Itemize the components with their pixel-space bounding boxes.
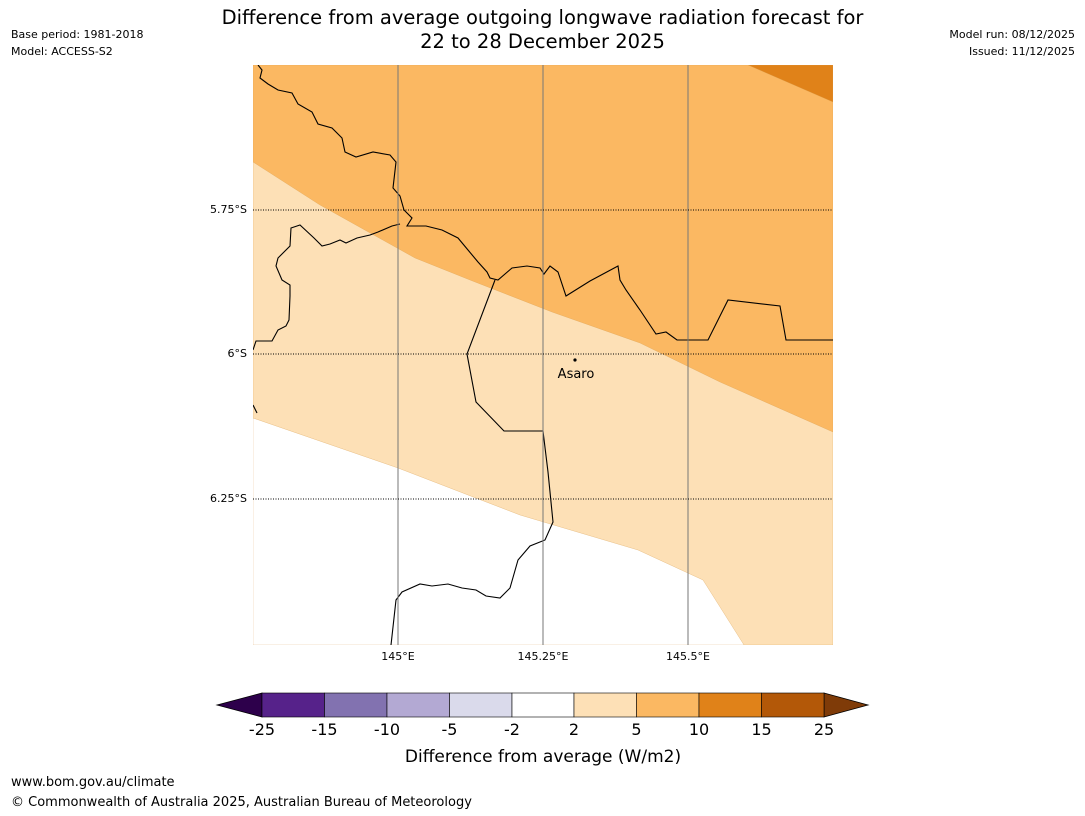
band-10-to-15: [747, 65, 833, 103]
colorbar-segment: [761, 692, 825, 718]
border-stub: [253, 404, 258, 414]
colorbar-tick-label: 25: [814, 720, 834, 739]
lon-label-1455: 145.5°E: [666, 650, 710, 663]
lat-label-6: 6°S: [228, 347, 247, 360]
colorbar-segment: [386, 692, 450, 718]
meta-left: Base period: 1981-2018 Model: ACCESS-S2: [11, 26, 143, 60]
colorbar-segment: [636, 692, 700, 718]
colorbar-ticks: -25 -15 -10 -5 -2 2 5 10 15 25: [249, 720, 834, 739]
colorbar-segment: [324, 692, 388, 718]
footer-url: www.bom.gov.au/climate: [11, 775, 175, 790]
border-north: [257, 65, 833, 341]
colorbar-extend-low: [215, 692, 263, 718]
colorbar-tick-label: 10: [689, 720, 709, 739]
colorbar-tick-label: 2: [569, 720, 579, 739]
colorbar-tick-label: 5: [631, 720, 641, 739]
axis-labels: 5.75°S 6°S 6.25°S 145°E 145.25°E 145.5°E: [210, 203, 710, 663]
border-west: [253, 223, 401, 351]
colorbar-tick-label: -5: [442, 720, 458, 739]
latitude-gridlines: [253, 209, 833, 500]
colorbar-tick-label: -15: [311, 720, 337, 739]
footer-copyright: © Commonwealth of Australia 2025, Austra…: [11, 795, 472, 810]
base-period: Base period: 1981-2018: [11, 28, 144, 41]
chart-title: Difference from average outgoing longwav…: [180, 6, 905, 54]
band-neutral: [253, 417, 745, 645]
model-name: Model: ACCESS-S2: [11, 45, 113, 58]
asaro-label: Asaro: [558, 367, 595, 382]
colorbar-extend-high: [823, 692, 870, 718]
forecast-map: Asaro 5.75°S 6°S 6.25°S 145°E 145.25°E 1…: [210, 65, 833, 663]
colorbar-label: Difference from average (W/m2): [405, 747, 681, 767]
lon-label-145: 145°E: [381, 650, 414, 663]
model-run: Model run: 08/12/2025: [949, 28, 1075, 41]
title-line-2: 22 to 28 December 2025: [420, 30, 665, 53]
lon-label-14525: 145.25°E: [518, 650, 569, 663]
map-area: Asaro: [253, 65, 833, 645]
colorbar-segment: [449, 692, 513, 718]
coastline-borders: [253, 65, 833, 645]
colorbar-tick-label: 15: [751, 720, 771, 739]
colorbar-segment: [261, 692, 325, 718]
colorbar-tick-label: -2: [504, 720, 520, 739]
asaro-marker: [573, 358, 577, 362]
longitude-gridlines: [397, 65, 689, 645]
colorbar-segment: [573, 692, 637, 718]
border-south: [390, 279, 554, 645]
colorbar-segment: [511, 692, 575, 718]
colorbar-segment: [698, 692, 762, 718]
issued-date: Issued: 11/12/2025: [968, 45, 1075, 58]
title-line-1: Difference from average outgoing longwav…: [221, 6, 864, 29]
colorbar-segments: [261, 692, 825, 718]
lat-label-575: 5.75°S: [210, 203, 247, 216]
colorbar-tick-label: -25: [249, 720, 275, 739]
colorbar-tick-label: -10: [374, 720, 400, 739]
meta-right: Model run: 08/12/2025 Issued: 11/12/2025: [949, 26, 1075, 60]
lat-label-625: 6.25°S: [210, 492, 247, 505]
